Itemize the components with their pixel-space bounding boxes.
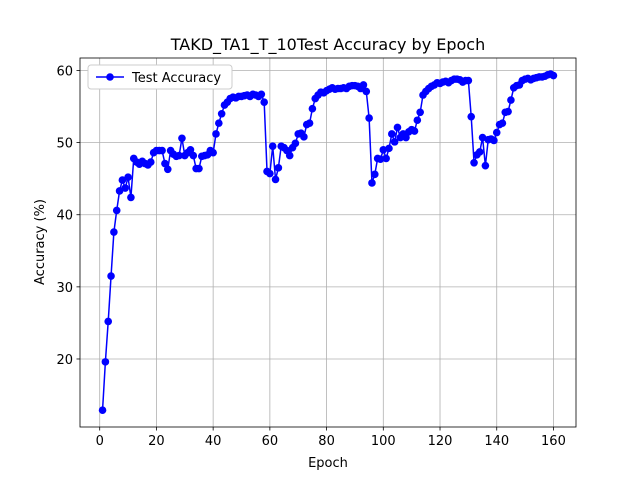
legend-box bbox=[87, 64, 233, 90]
data-point bbox=[115, 187, 124, 195]
data-point bbox=[507, 96, 515, 104]
data-point bbox=[98, 406, 107, 414]
x-tick-label: 120 bbox=[428, 434, 453, 449]
data-point bbox=[158, 146, 166, 155]
data-point bbox=[178, 134, 186, 143]
data-point bbox=[393, 123, 402, 132]
x-tick-label: 100 bbox=[371, 434, 396, 449]
data-point bbox=[112, 206, 121, 215]
legend-marker bbox=[106, 73, 114, 81]
data-point bbox=[124, 173, 132, 182]
chart-title: TAKD_TA1_T_10Test Accuracy by Epoch bbox=[170, 35, 486, 55]
data-point bbox=[410, 127, 419, 135]
data-point bbox=[110, 228, 118, 236]
x-tick-label: 40 bbox=[205, 434, 222, 449]
y-tick-label: 60 bbox=[56, 64, 73, 79]
data-point bbox=[209, 148, 217, 157]
data-point bbox=[118, 176, 127, 184]
data-point bbox=[376, 155, 385, 163]
data-point bbox=[467, 112, 476, 121]
data-point bbox=[388, 130, 396, 138]
data-point bbox=[127, 193, 135, 202]
data-point bbox=[504, 107, 512, 116]
data-point bbox=[257, 90, 266, 99]
y-tick-label: 50 bbox=[56, 137, 73, 152]
data-point bbox=[101, 358, 110, 366]
data-point bbox=[186, 146, 195, 154]
data-point bbox=[413, 116, 422, 125]
data-point bbox=[189, 151, 198, 160]
data-point bbox=[146, 158, 155, 166]
data-point bbox=[175, 151, 183, 160]
data-point bbox=[104, 317, 113, 326]
legend-label: Test Accuracy bbox=[131, 71, 221, 86]
data-point bbox=[260, 98, 268, 107]
data-point bbox=[402, 133, 410, 142]
data-point bbox=[217, 109, 226, 118]
data-point bbox=[195, 164, 203, 173]
data-point bbox=[492, 128, 501, 137]
data-point bbox=[300, 133, 308, 141]
data-point bbox=[370, 170, 379, 179]
data-point bbox=[416, 108, 424, 117]
data-point bbox=[163, 165, 172, 174]
data-point bbox=[475, 148, 484, 156]
y-axis-label: Accuracy (%) bbox=[33, 199, 48, 285]
data-point bbox=[498, 119, 507, 127]
data-point bbox=[271, 175, 280, 184]
data-point bbox=[305, 119, 314, 127]
data-point bbox=[212, 130, 220, 138]
x-tick-label: 80 bbox=[318, 434, 335, 449]
data-point bbox=[359, 81, 368, 89]
data-point bbox=[490, 136, 498, 145]
x-tick-label: 160 bbox=[541, 434, 566, 449]
data-point bbox=[291, 139, 300, 148]
data-point bbox=[161, 159, 169, 168]
data-point bbox=[362, 87, 371, 96]
data-point bbox=[215, 119, 223, 127]
data-point bbox=[382, 154, 390, 163]
x-tick-label: 60 bbox=[262, 434, 279, 449]
y-tick-label: 30 bbox=[56, 281, 73, 296]
data-point bbox=[121, 184, 130, 192]
x-axis-label: Epoch bbox=[308, 456, 348, 471]
data-point bbox=[268, 142, 277, 151]
data-point bbox=[470, 159, 478, 167]
x-tick-label: 0 bbox=[96, 434, 104, 449]
y-tick-label: 20 bbox=[56, 353, 73, 368]
x-tick-label: 140 bbox=[484, 434, 509, 449]
data-point bbox=[481, 161, 490, 170]
plot-frame bbox=[79, 57, 577, 428]
y-tick-label: 40 bbox=[56, 209, 73, 224]
data-point bbox=[368, 179, 376, 187]
data-point bbox=[365, 114, 373, 122]
data-point bbox=[390, 138, 399, 146]
data-point bbox=[464, 76, 473, 85]
data-point bbox=[274, 164, 283, 172]
data-point bbox=[285, 151, 294, 160]
data-point bbox=[107, 272, 115, 280]
x-tick-label: 20 bbox=[148, 434, 165, 449]
data-point bbox=[266, 169, 274, 178]
data-point bbox=[308, 104, 317, 113]
data-point bbox=[385, 144, 393, 153]
data-point bbox=[549, 71, 558, 80]
